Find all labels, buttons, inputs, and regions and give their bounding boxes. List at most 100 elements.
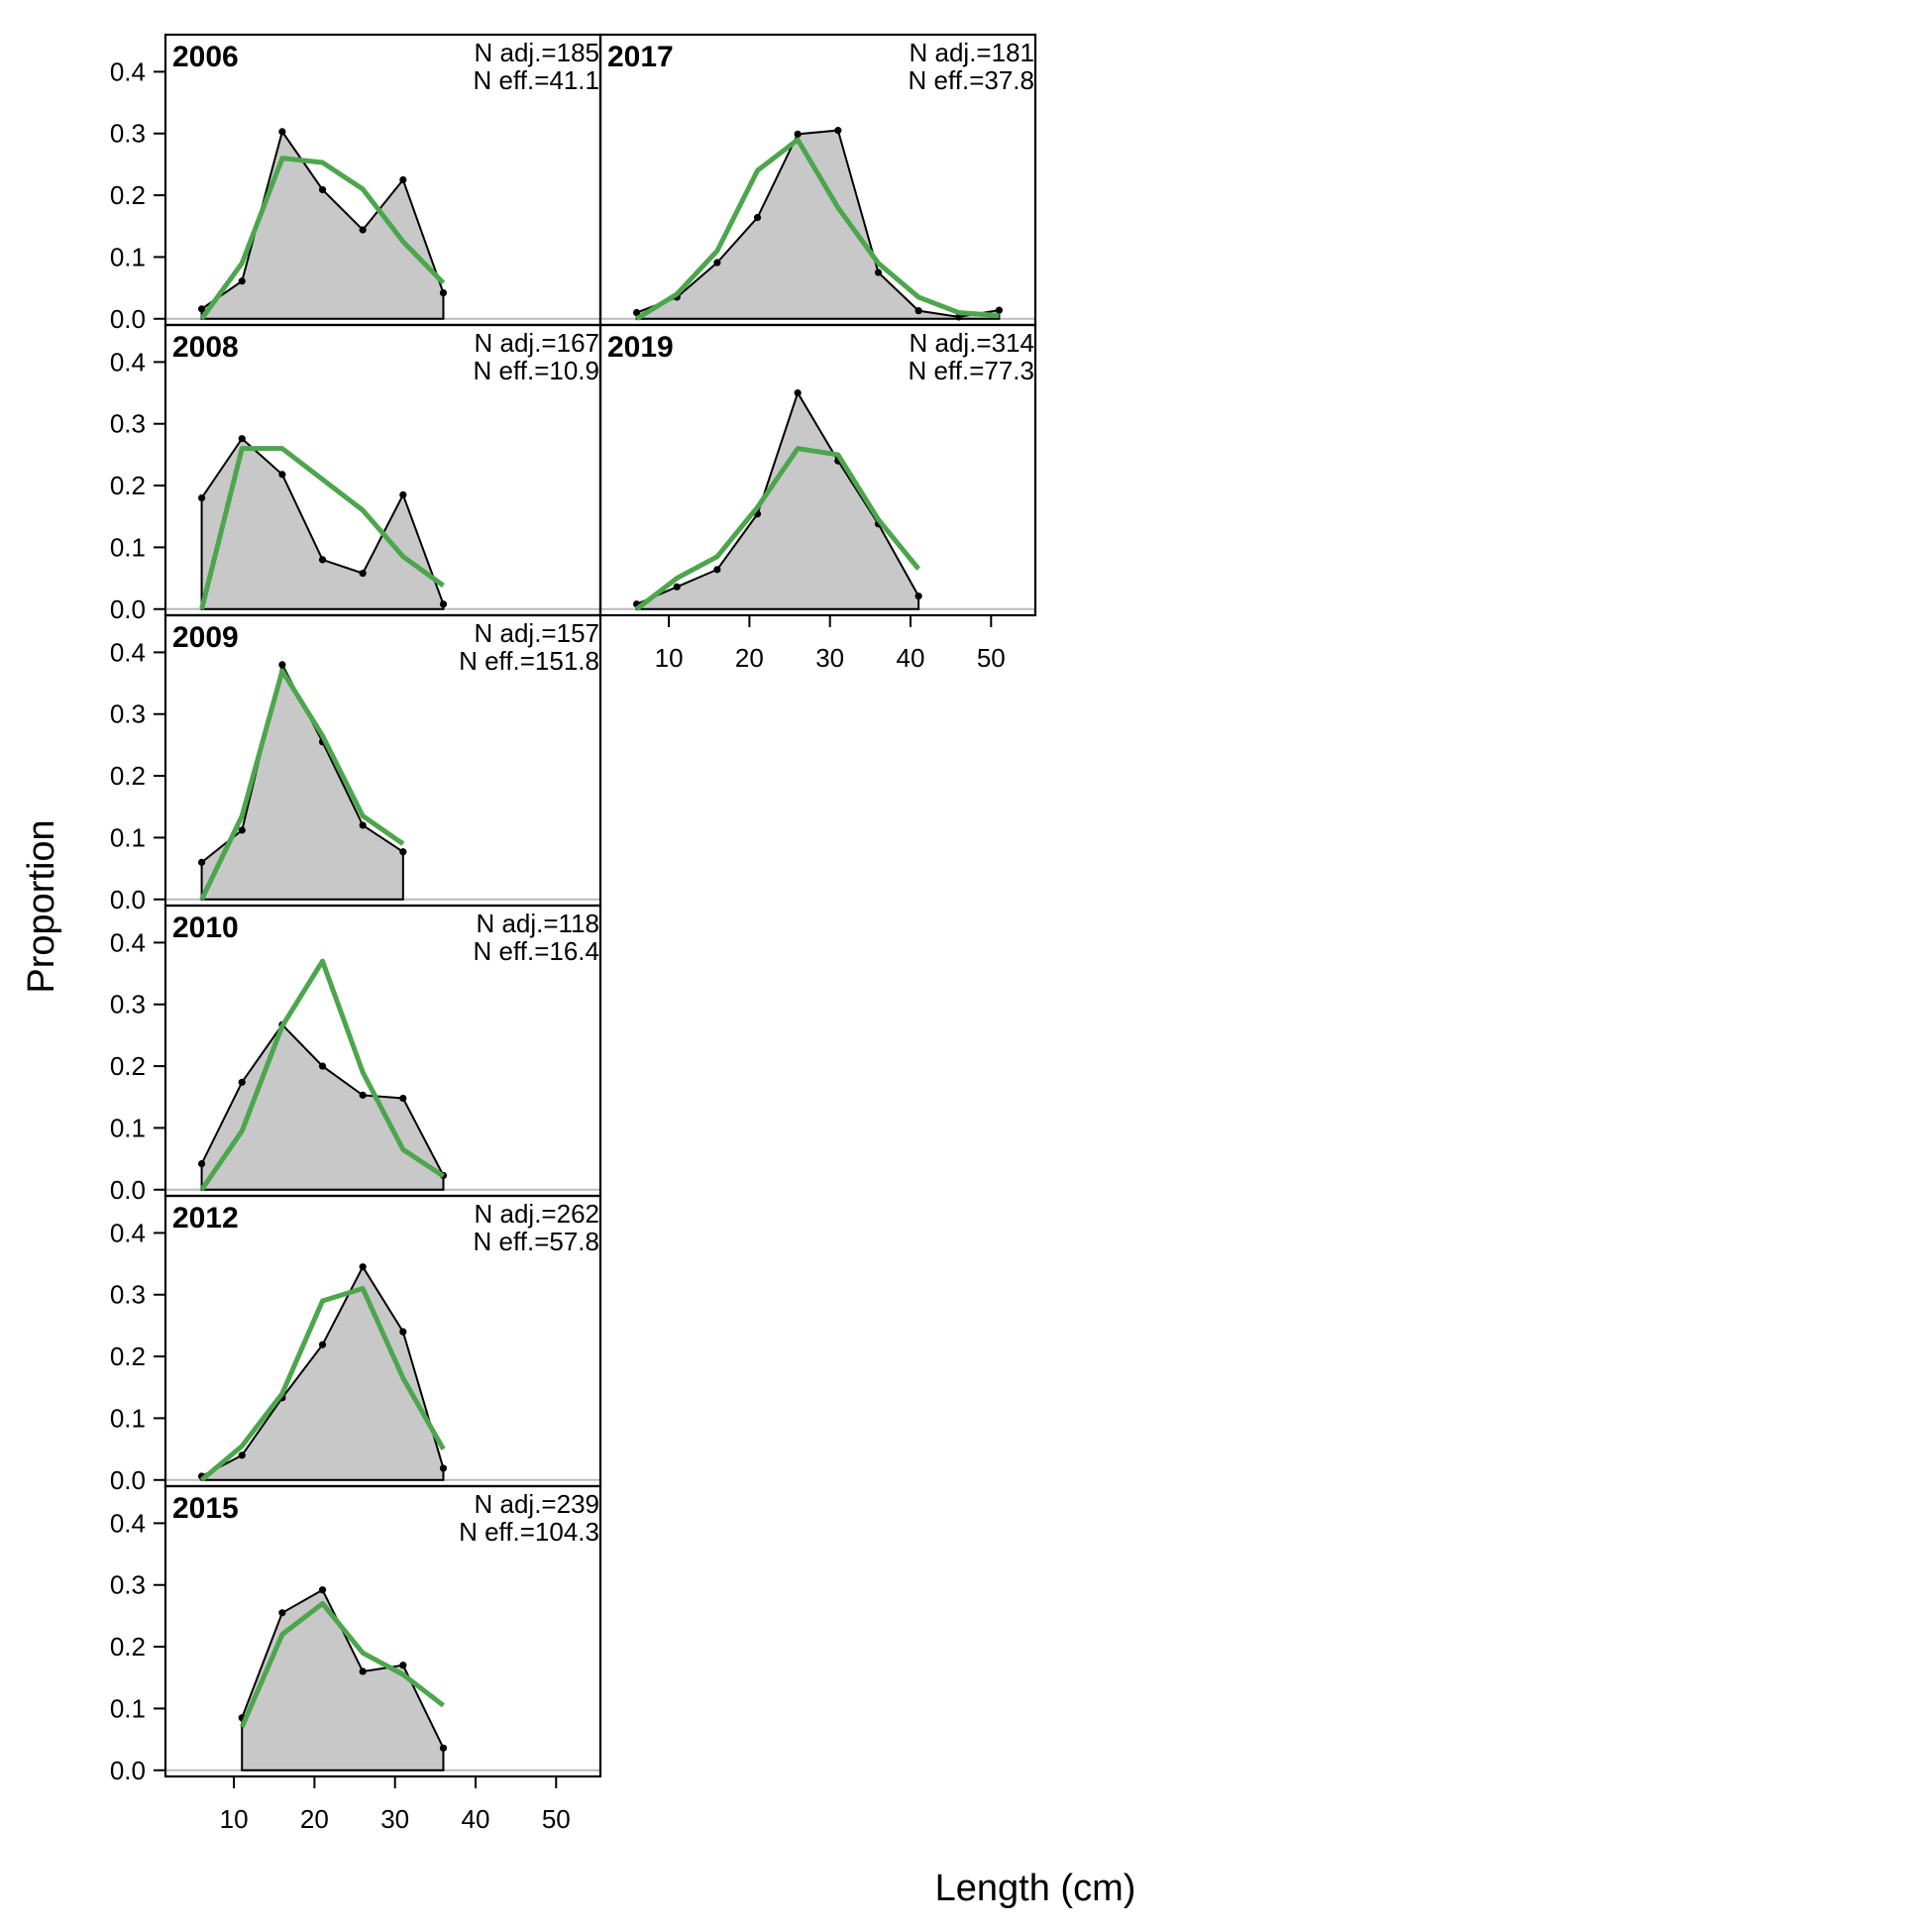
y-tick-label: 0.1 <box>110 532 146 562</box>
y-tick-label: 0.2 <box>110 1342 146 1371</box>
observed-point <box>399 490 407 499</box>
panel-year-label: 2019 <box>607 331 674 364</box>
n-eff-label: N eff.=41.1 <box>474 65 599 95</box>
panel-year-label: 2009 <box>172 621 239 654</box>
observed-point <box>753 213 762 222</box>
n-eff-label: N eff.=77.3 <box>909 356 1034 385</box>
y-tick-label: 0.1 <box>110 822 146 852</box>
y-tick-label: 0.1 <box>110 1693 146 1723</box>
observed-point <box>197 493 206 502</box>
expected-line <box>199 668 405 901</box>
x-tick-label: 20 <box>300 1804 329 1834</box>
expected-line <box>635 446 921 611</box>
x-axis-group: 10 20 30 40 50 10 20 30 40 50 <box>220 615 1006 1834</box>
y-tick-label: 0.0 <box>110 1465 146 1495</box>
y-tick-label: 0.3 <box>110 409 146 439</box>
expected-line <box>239 1600 445 1729</box>
y-tick-label: 0.0 <box>110 1756 146 1785</box>
observed-point <box>439 1464 448 1472</box>
x-tick-label: 40 <box>462 1804 490 1834</box>
observed-point <box>632 308 641 317</box>
x-tick-label: 30 <box>815 643 844 673</box>
y-tick-label: 0.1 <box>110 242 146 271</box>
x-tick-label: 50 <box>542 1804 571 1834</box>
panel-year-label: 2012 <box>172 1202 239 1234</box>
panel-year-label: 2017 <box>607 41 674 73</box>
y-tick-label: 0.2 <box>110 1632 146 1662</box>
y-tick-label: 0.1 <box>110 1113 146 1142</box>
y-tick-label: 0.1 <box>110 1403 146 1433</box>
observed-point <box>794 388 802 397</box>
x-tick-label: 30 <box>380 1804 409 1834</box>
observed-point <box>359 821 367 829</box>
y-tick-label: 0.0 <box>110 594 146 624</box>
x-axis-title: Length (cm) <box>935 1868 1136 1909</box>
y-tick-label: 0.3 <box>110 119 146 149</box>
observed-point <box>914 307 922 315</box>
observed-point <box>399 1662 407 1669</box>
observed-point <box>278 661 286 669</box>
observed-point <box>673 583 681 590</box>
y-tick-label: 0.3 <box>110 699 146 729</box>
observed-point <box>318 1586 327 1594</box>
observed-area <box>200 129 445 320</box>
observed-area <box>635 129 1001 320</box>
n-adj-label: N adj.=239 <box>475 1489 599 1519</box>
expected-line <box>199 958 445 1192</box>
observed-point <box>439 600 448 608</box>
y-tick-label: 0.4 <box>110 1218 146 1247</box>
observed-point <box>399 175 407 184</box>
n-eff-label: N eff.=37.8 <box>909 65 1034 95</box>
panel-year-label: 2015 <box>172 1492 239 1525</box>
panel-frame <box>598 323 1037 617</box>
observed-point <box>238 826 246 834</box>
y-tick-label: 0.2 <box>110 180 146 210</box>
n-adj-label: N adj.=118 <box>476 909 599 938</box>
panel-year-label: 2006 <box>172 41 239 73</box>
y-axis-title: Proportion <box>21 819 62 993</box>
y-tick-label: 0.3 <box>110 1280 146 1310</box>
y-tick-label: 0.4 <box>110 1508 146 1538</box>
observed-point <box>318 556 327 564</box>
observed-point <box>359 1263 367 1271</box>
observed-point <box>439 1744 448 1752</box>
y-tick-label: 0.3 <box>110 990 146 1020</box>
observed-point <box>197 305 206 313</box>
observed-point <box>713 566 721 574</box>
n-adj-label: N adj.=185 <box>475 38 599 67</box>
observed-point <box>238 1451 246 1459</box>
y-tick-label: 0.4 <box>110 56 146 86</box>
observed-point <box>794 130 802 138</box>
observed-point <box>238 1078 246 1086</box>
expected-line <box>199 1286 446 1482</box>
y-tick-label: 0.0 <box>110 304 146 334</box>
y-tick-label: 0.0 <box>110 1175 146 1205</box>
expected-line <box>635 137 1000 321</box>
n-eff-label: N eff.=10.9 <box>474 356 599 385</box>
observed-point <box>359 226 367 234</box>
observed-point <box>238 435 246 443</box>
observed-point <box>359 570 367 578</box>
observed-point <box>399 1328 407 1336</box>
expected-line <box>199 156 446 321</box>
y-tick-label: 0.4 <box>110 637 146 667</box>
x-tick-label: 50 <box>977 643 1006 673</box>
n-adj-label: N adj.=167 <box>475 328 599 358</box>
observed-point <box>995 306 1004 314</box>
observed-point <box>278 471 286 479</box>
observed-point <box>197 1159 206 1168</box>
n-eff-label: N eff.=16.4 <box>474 936 599 966</box>
observed-point <box>318 1062 327 1070</box>
y-tick-label: 0.3 <box>110 1570 146 1600</box>
y-axis-group: 0.0 0.1 0.2 0.3 0.4 0.0 0.1 0.2 0.3 0.4 0.0 0.1 0.2 0… <box>110 56 165 1785</box>
n-adj-label: N adj.=262 <box>475 1199 599 1229</box>
n-eff-label: N eff.=151.8 <box>459 646 599 676</box>
